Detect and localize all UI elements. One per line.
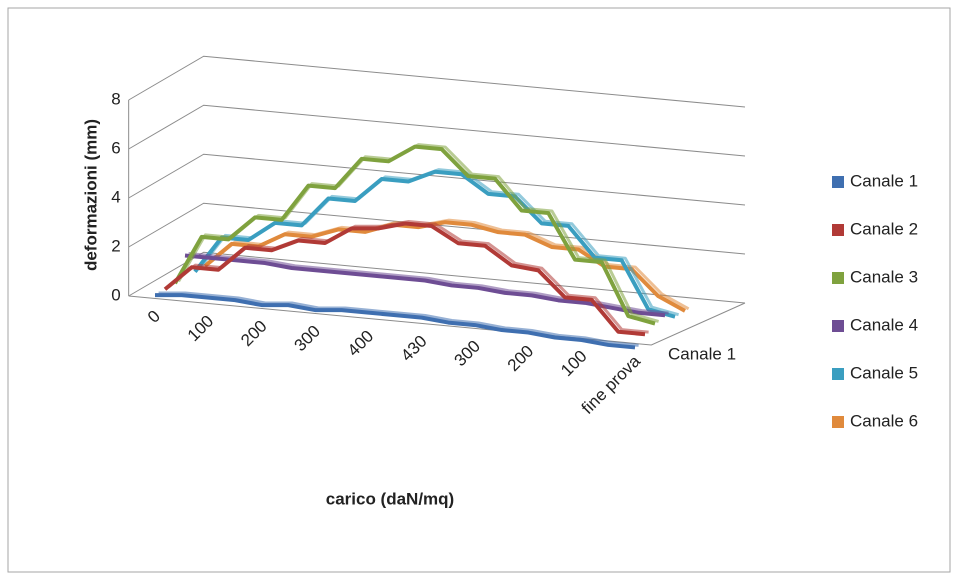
legend-swatch: [832, 272, 844, 284]
legend-label: Canale 2: [850, 219, 918, 238]
grid-line: [128, 251, 746, 304]
legend-swatch: [832, 416, 844, 428]
legend-label: Canale 4: [850, 315, 918, 334]
series-ribbon-top: [158, 291, 639, 347]
legend-label: Canale 3: [850, 267, 918, 286]
floor-edge: [128, 295, 746, 346]
y-axis-title: deformazioni (mm): [81, 119, 100, 271]
series-line: [184, 253, 666, 318]
y-tick-label: 0: [111, 285, 120, 304]
grid-line: [128, 55, 746, 108]
x-axis-title: carico (daN/mq): [326, 489, 454, 508]
grid-line: [128, 202, 746, 255]
legend-swatch: [832, 320, 844, 332]
legend-label: Canale 6: [850, 411, 918, 430]
series-line: [163, 221, 646, 337]
legend-label: Canale 5: [850, 363, 918, 382]
legend-swatch: [832, 176, 844, 188]
y-tick-label: 2: [111, 236, 120, 255]
series-line: [173, 144, 656, 326]
series-line: [154, 293, 636, 350]
grid-line: [128, 153, 746, 206]
legend-label: Canale 1: [850, 171, 918, 190]
y-tick-label: 8: [111, 89, 120, 108]
grid-line: [128, 104, 746, 157]
legend-swatch: [832, 224, 844, 236]
series-ribbon-top: [177, 143, 660, 323]
series-ribbon-top: [167, 219, 649, 334]
y-tick-label: 6: [111, 138, 120, 157]
legend-swatch: [832, 368, 844, 380]
y-tick-label: 4: [111, 187, 120, 206]
depth-tick-label: Canale 1: [668, 344, 736, 363]
